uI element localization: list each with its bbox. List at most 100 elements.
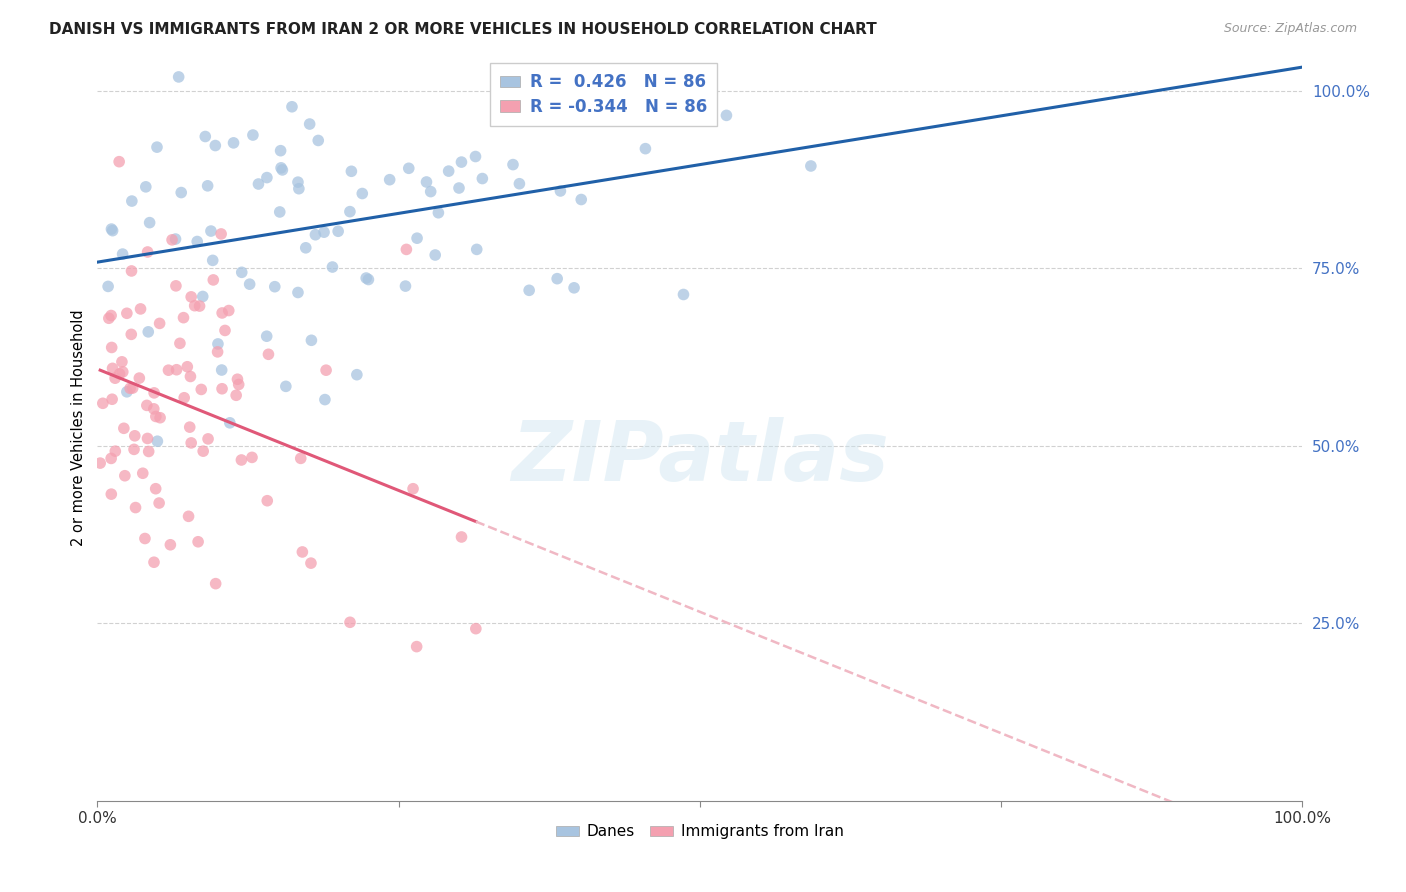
Point [120,381,142,395]
Point [298,117,321,131]
Point [211,363,233,377]
Point [173,391,195,405]
Point [328,224,350,238]
Point [143,385,166,400]
Point [138,444,160,458]
Point [104,371,127,385]
Point [582,96,605,111]
Point [242,128,264,142]
Point [165,232,187,246]
Point [100,309,122,323]
Point [256,493,278,508]
Point [471,171,494,186]
Point [394,279,416,293]
Point [160,233,183,247]
Point [120,327,142,342]
Point [290,451,312,466]
Point [415,175,437,189]
Point [634,142,657,156]
Point [240,450,263,465]
Point [256,170,278,185]
Point [121,194,143,208]
Point [314,392,336,407]
Point [91,396,114,410]
Point [115,306,138,320]
Point [124,429,146,443]
Point [465,243,488,257]
Point [146,140,169,154]
Point [304,227,326,242]
Point [339,615,361,630]
Point [170,186,193,200]
Point [288,182,311,196]
Point [204,138,226,153]
Point [97,279,120,293]
Point [186,235,208,249]
Point [149,410,172,425]
Point [427,206,450,220]
Point [180,290,202,304]
Point [180,436,202,450]
Point [247,177,270,191]
Point [165,278,187,293]
Point [129,301,152,316]
Point [201,253,224,268]
Point [138,216,160,230]
Point [502,158,524,172]
Point [716,108,738,122]
Point [218,416,240,430]
Point [257,347,280,361]
Point [111,365,134,379]
Point [135,179,157,194]
Point [299,333,322,347]
Point [508,177,530,191]
Y-axis label: 2 or more Vehicles in Household: 2 or more Vehicles in Household [72,310,86,546]
Point [299,556,322,570]
Point [194,129,217,144]
Point [406,231,429,245]
Point [294,241,316,255]
Point [222,136,245,150]
Point [121,264,143,278]
Point [287,175,309,189]
Point [111,355,134,369]
Point [270,144,292,158]
Point [354,271,377,285]
Point [132,467,155,481]
Point [269,205,291,219]
Point [190,383,212,397]
Point [104,444,127,458]
Point [89,456,111,470]
Point [464,622,486,636]
Point [402,482,425,496]
Point [395,243,418,257]
Point [450,155,472,169]
Point [97,311,120,326]
Point [187,534,209,549]
Point [281,100,304,114]
Point [101,392,124,407]
Point [450,530,472,544]
Point [149,317,172,331]
Point [447,181,470,195]
Point [225,388,247,402]
Point [800,159,823,173]
Point [146,434,169,449]
Point [207,344,229,359]
Point [100,341,122,355]
Point [179,420,201,434]
Point [218,303,240,318]
Point [287,285,309,300]
Point [550,184,572,198]
Point [173,310,195,325]
Point [145,409,167,424]
Point [315,363,337,377]
Point [204,576,226,591]
Point [128,371,150,385]
Point [231,265,253,279]
Point [100,487,122,501]
Point [100,451,122,466]
Point [197,178,219,193]
Point [228,377,250,392]
Point [425,248,447,262]
